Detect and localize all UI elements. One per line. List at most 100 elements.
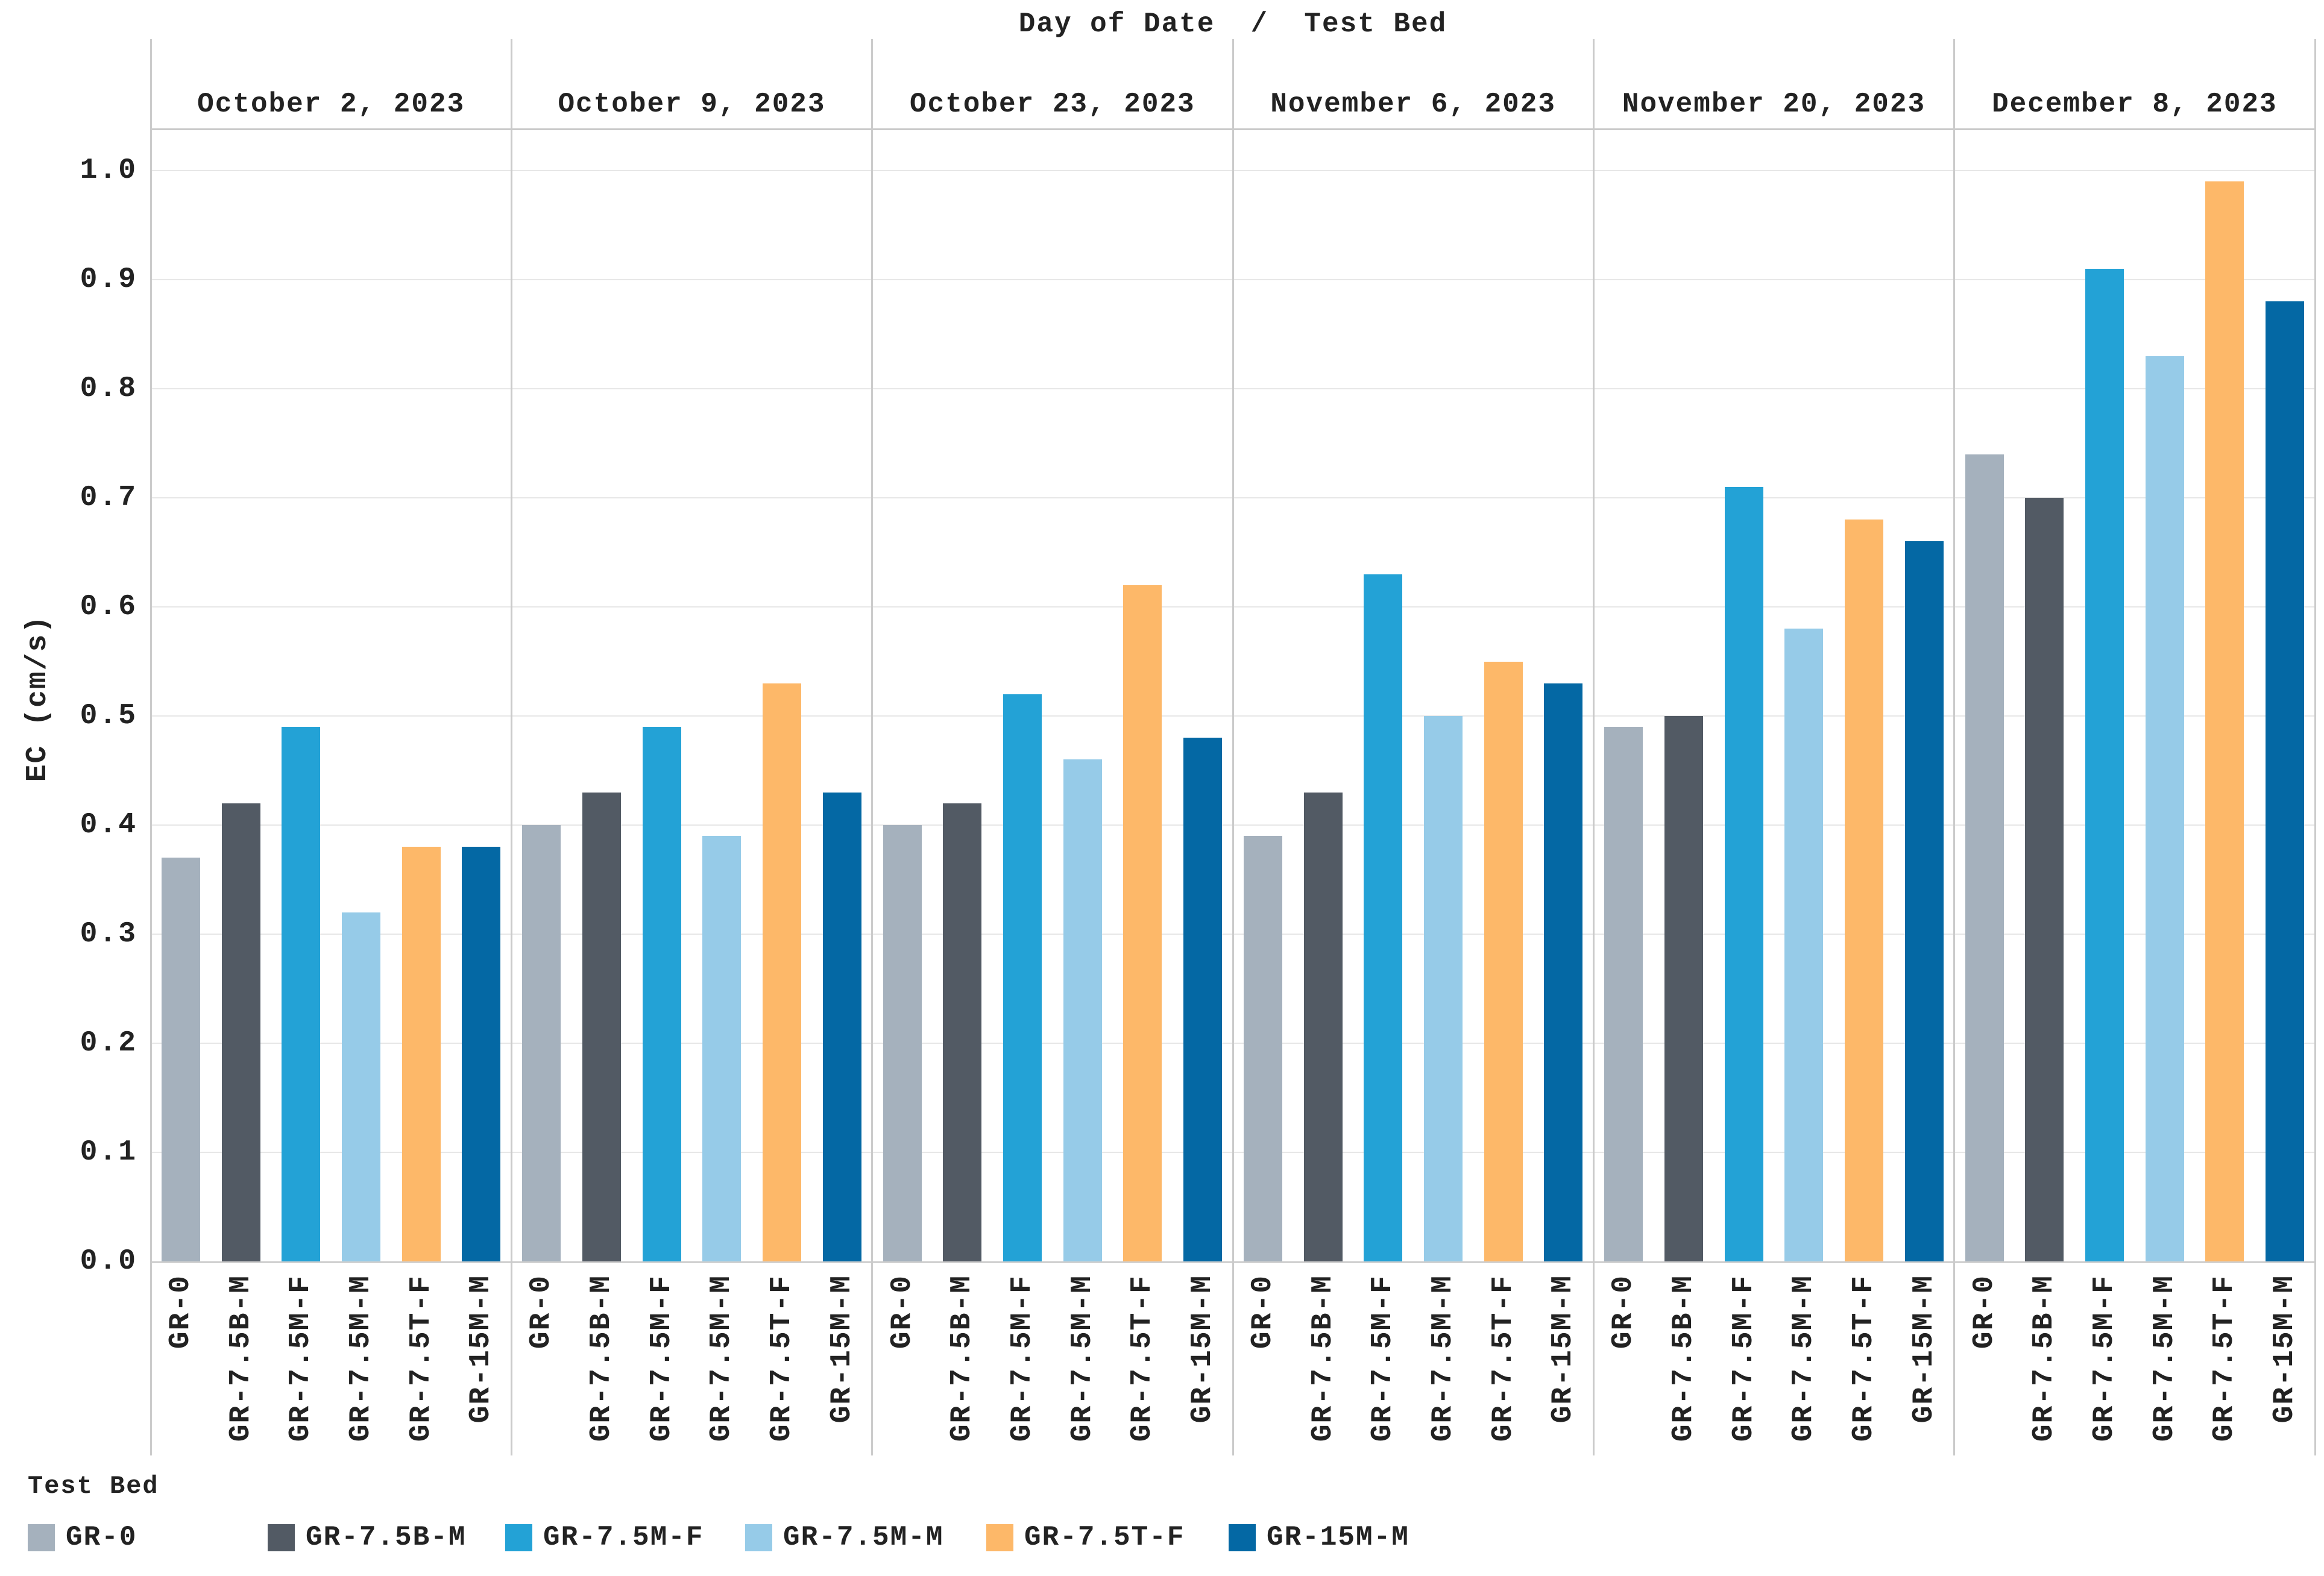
bar-gr-15m-m[interactable] (1544, 683, 1583, 1261)
bar-gr-15m-m[interactable] (1183, 738, 1223, 1261)
panel-header-2: October 9, 2023 (558, 88, 826, 120)
bar-gr-15m-m[interactable] (822, 792, 861, 1261)
panel-divider (510, 39, 512, 1455)
bar-gr-15m-m[interactable] (462, 847, 501, 1261)
bar-label: GR-15M-M (1907, 1275, 1941, 1424)
bar-label: GR-7.5T-F (1126, 1275, 1159, 1442)
bar-gr-15m-m[interactable] (2266, 301, 2305, 1261)
bar-label: GR-7.5M-F (645, 1275, 678, 1442)
bar-label: GR-7.5M-M (2148, 1275, 2181, 1442)
bar-label: GR-7.5M-F (1006, 1275, 1039, 1442)
bar-gr-15m-m[interactable] (1904, 541, 1944, 1261)
y-tick-label: 0.3 (80, 918, 137, 950)
bar-gr-0[interactable] (1243, 836, 1282, 1261)
bar-gr-7.5m-f[interactable] (2085, 268, 2124, 1261)
bar-gr-7.5m-f[interactable] (1003, 694, 1042, 1261)
bar-gr-7.5b-m[interactable] (943, 803, 982, 1261)
bar-gr-7.5t-f[interactable] (2205, 181, 2244, 1261)
bar-label: GR-7.5M-M (1427, 1275, 1460, 1442)
bar-label: GR-7.5M-M (345, 1275, 378, 1442)
bar-label: GR-7.5T-F (405, 1275, 438, 1442)
legend-swatch-icon (268, 1524, 295, 1551)
bar-label: GR-15M-M (825, 1275, 858, 1424)
legend-item-gr-7.5b-m[interactable]: GR-7.5B-M (268, 1524, 466, 1551)
bar-label: GR-0 (525, 1275, 558, 1349)
y-tick-label: 0.2 (80, 1027, 137, 1060)
legend-item-label: GR-7.5T-F (1024, 1522, 1185, 1553)
bar-gr-7.5m-m[interactable] (1784, 629, 1824, 1261)
bar-gr-7.5t-f[interactable] (1845, 520, 1884, 1261)
bar-gr-7.5t-f[interactable] (1123, 585, 1162, 1261)
y-tick-label: 0.8 (80, 372, 137, 405)
bar-label: GR-7.5T-F (2208, 1275, 2241, 1442)
bar-label: GR-15M-M (1186, 1275, 1220, 1424)
bar-gr-7.5b-m[interactable] (582, 792, 621, 1261)
bar-gr-7.5m-f[interactable] (282, 727, 321, 1261)
bar-label: GR-0 (1968, 1275, 2001, 1349)
legend-item-label: GR-7.5B-M (306, 1522, 467, 1553)
bar-label: GR-7.5B-M (224, 1275, 257, 1442)
bar-gr-7.5m-f[interactable] (1364, 574, 1403, 1261)
bar-gr-0[interactable] (1965, 454, 2004, 1261)
bar-gr-7.5b-m[interactable] (221, 803, 260, 1261)
bar-gr-7.5t-f[interactable] (1484, 661, 1523, 1261)
bar-gr-0[interactable] (1604, 727, 1643, 1261)
chart-title: Day of Date / Test Bed (1018, 8, 1447, 40)
y-tick-label: 1.0 (80, 154, 137, 187)
bar-gr-7.5m-m[interactable] (1063, 759, 1102, 1261)
bar-gr-7.5t-f[interactable] (763, 683, 802, 1261)
bar-label: GR-7.5B-M (1667, 1275, 1700, 1442)
bar-gr-7.5b-m[interactable] (1303, 792, 1343, 1261)
legend-swatch-icon (505, 1524, 532, 1551)
bar-label: GR-7.5M-F (1727, 1275, 1760, 1442)
bar-gr-0[interactable] (883, 825, 922, 1261)
y-tick-label: 0.1 (80, 1136, 137, 1169)
legend-item-label: GR-7.5M-F (543, 1522, 704, 1553)
bar-label: GR-7.5B-M (585, 1275, 618, 1442)
legend-swatch-icon (986, 1524, 1013, 1551)
bar-label: GR-15M-M (465, 1275, 498, 1424)
bar-gr-0[interactable] (522, 825, 561, 1261)
bar-label: GR-7.5M-F (2088, 1275, 2121, 1442)
bar-gr-7.5b-m[interactable] (2025, 498, 2064, 1261)
legend-item-gr-7.5m-f[interactable]: GR-7.5M-F (505, 1524, 704, 1551)
bar-label: GR-7.5T-F (1487, 1275, 1520, 1442)
panel-header-3: October 23, 2023 (909, 88, 1195, 120)
legend-item-gr-7.5m-m[interactable]: GR-7.5M-M (745, 1524, 943, 1551)
bar-gr-7.5m-f[interactable] (1724, 486, 1763, 1261)
panel-divider (871, 39, 874, 1455)
panel-header-5: November 20, 2023 (1622, 88, 1926, 120)
bar-label: GR-0 (164, 1275, 197, 1349)
bar-label: GR-0 (1607, 1275, 1640, 1349)
panel-header-4: November 6, 2023 (1270, 88, 1556, 120)
legend-item-gr-7.5t-f[interactable]: GR-7.5T-F (986, 1524, 1185, 1551)
panel-divider (150, 39, 152, 1455)
legend-item-gr-15m-m[interactable]: GR-15M-M (1229, 1524, 1409, 1551)
bar-label: GR-7.5B-M (946, 1275, 979, 1442)
bar-label: GR-7.5B-M (1306, 1275, 1340, 1442)
y-tick-label: 0.0 (80, 1245, 137, 1278)
bar-label: GR-7.5M-F (285, 1275, 318, 1442)
panel-divider (2314, 39, 2316, 1455)
panel-header-1: October 2, 2023 (197, 88, 465, 120)
bar-gr-7.5b-m[interactable] (1664, 716, 1703, 1261)
legend-item-gr-0[interactable]: GR-0 (28, 1524, 137, 1551)
bar-gr-7.5m-m[interactable] (702, 836, 742, 1261)
bar-label: GR-7.5T-F (1848, 1275, 1881, 1442)
panel-divider (1232, 39, 1234, 1455)
bar-gr-7.5m-m[interactable] (2145, 356, 2184, 1261)
bar-gr-7.5m-f[interactable] (642, 727, 681, 1261)
bar-gr-7.5t-f[interactable] (402, 847, 441, 1261)
bar-gr-0[interactable] (161, 858, 200, 1261)
legend-swatch-icon (1229, 1524, 1256, 1551)
legend-item-label: GR-0 (66, 1522, 137, 1553)
bar-label: GR-7.5B-M (2028, 1275, 2061, 1442)
bar-label: GR-7.5M-M (1066, 1275, 1099, 1442)
bar-gr-7.5m-m[interactable] (342, 912, 381, 1261)
panel-header-6: December 8, 2023 (1991, 88, 2278, 120)
y-tick-label: 0.5 (80, 700, 137, 732)
y-tick-label: 0.7 (80, 482, 137, 514)
bar-gr-7.5m-m[interactable] (1424, 716, 1463, 1261)
y-tick-label: 0.4 (80, 809, 137, 841)
